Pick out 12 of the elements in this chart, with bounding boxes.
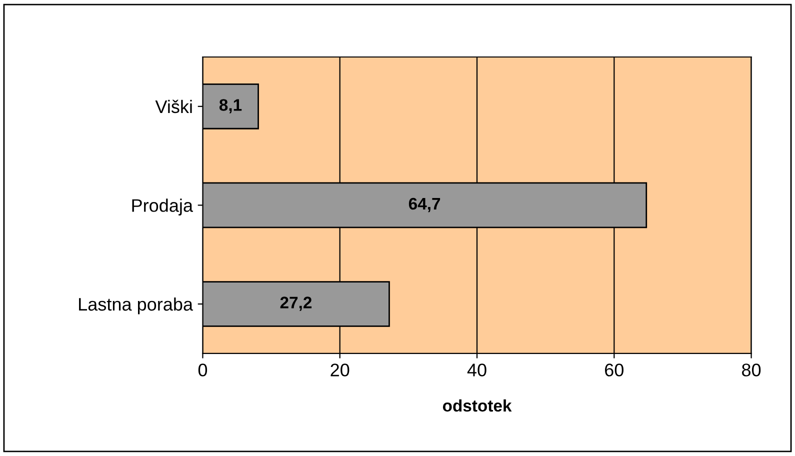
x-axis-title: odstotek [442,399,512,412]
y-tick-label: Lastna poraba [79,297,194,314]
x-tick-label: 20 [330,364,350,376]
x-tick-label: 80 [742,364,761,376]
y-tick-label: Prodaja [132,198,194,216]
x-tick-label: 0 [198,364,208,376]
y-tick-label: Viški [155,100,192,114]
data-label: 8,1 [219,99,242,114]
x-tick-label: 60 [605,364,624,376]
data-label: 64,7 [408,198,440,212]
data-label: 27,2 [280,296,312,311]
x-tick-label: 40 [467,364,486,376]
